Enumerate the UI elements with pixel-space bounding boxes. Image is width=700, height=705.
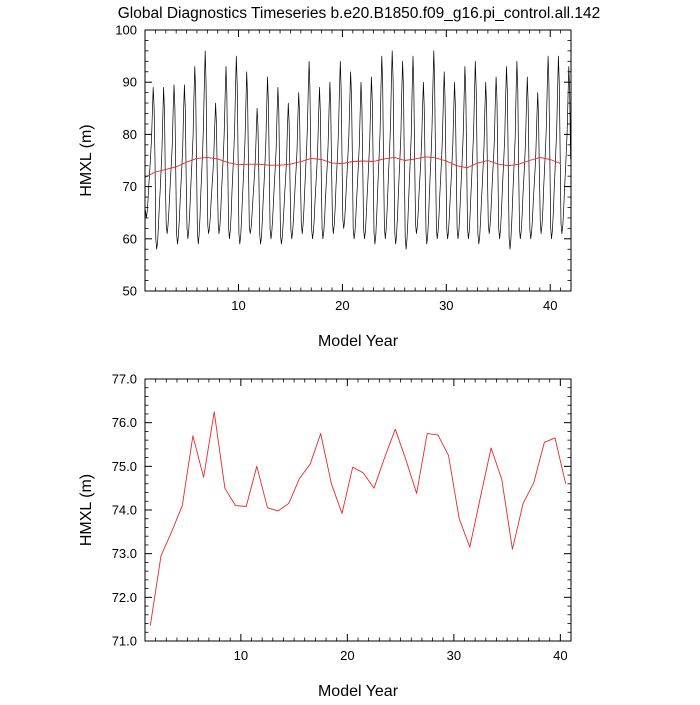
y-axis-label: HMXL (m) — [78, 124, 95, 196]
y-tick-label: 50 — [123, 284, 137, 299]
plot-frame — [144, 29, 572, 292]
y-tick-label: 76.0 — [112, 415, 137, 430]
series-line-0 — [145, 50, 571, 250]
y-tick-label: 71.0 — [112, 634, 137, 649]
series-line-0 — [149, 411, 567, 626]
x-tick-label: 40 — [543, 298, 557, 313]
plot-frame — [144, 378, 572, 642]
x-axis-label: Model Year — [318, 333, 399, 350]
y-tick-label: 70 — [123, 179, 137, 194]
y-tick-label: 80 — [123, 127, 137, 142]
x-axis-label: Model Year — [318, 683, 399, 700]
x-tick-label: 30 — [447, 648, 461, 663]
y-tick-label: 60 — [123, 231, 137, 246]
x-tick-label: 40 — [553, 648, 567, 663]
chart-title: Global Diagnostics Timeseries b.e20.B185… — [118, 5, 601, 22]
series-line-1 — [144, 156, 561, 178]
y-tick-label: 90 — [123, 75, 137, 90]
top-panel: 10 20 30 40 50 60 70 80 90 100 Model Year HMXL (m) — [78, 23, 572, 350]
x-tick-label: 20 — [340, 648, 354, 663]
y-tick-label: 74.0 — [112, 503, 137, 518]
y-tick-label: 73.0 — [112, 546, 137, 561]
y-tick-label: 72.0 — [112, 590, 137, 605]
y-tick-label: 77.0 — [112, 372, 137, 387]
y-tick-label: 100 — [115, 23, 137, 38]
x-tick-label: 30 — [439, 298, 453, 313]
x-tick-label: 10 — [234, 648, 248, 663]
y-tick-label: 75.0 — [112, 459, 137, 474]
y-axis-label: HMXL (m) — [78, 474, 95, 546]
x-tick-label: 20 — [335, 298, 349, 313]
bottom-panel: 10 20 30 40 71.0 72.0 73.0 74.0 75.0 76.0 77.0 Mode… — [78, 372, 572, 700]
x-tick-label: 10 — [231, 298, 245, 313]
